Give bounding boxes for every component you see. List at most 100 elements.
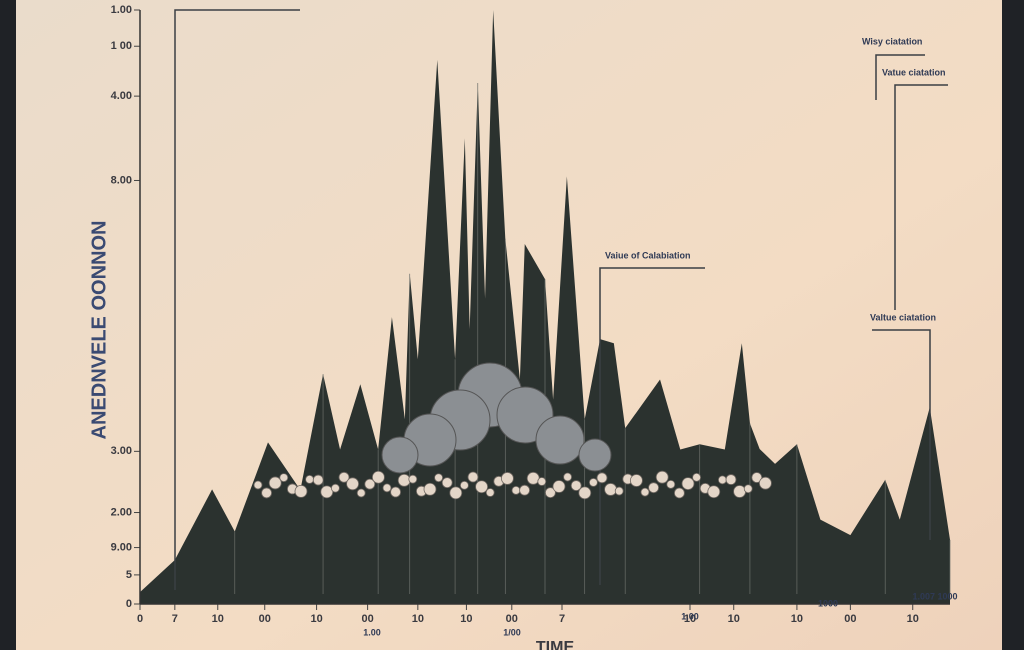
annotation: Vaiue of Calabiation — [605, 250, 691, 260]
bead — [648, 482, 659, 494]
bead — [570, 480, 582, 491]
bead — [733, 485, 746, 498]
bead — [614, 486, 624, 496]
bead — [552, 480, 566, 493]
annotation: 1/00 — [503, 627, 521, 637]
bead — [382, 483, 392, 493]
bead — [441, 477, 453, 489]
bead — [485, 488, 495, 497]
annotation: Valtue ciatation — [870, 312, 936, 322]
x-axis-label: TIME — [536, 639, 575, 650]
annotation: 1000 — [818, 598, 838, 608]
bead — [655, 470, 669, 484]
bead — [725, 474, 737, 485]
y-tick-label: 2.00 — [111, 506, 132, 518]
bead — [356, 488, 366, 498]
bead — [563, 472, 572, 482]
x-tick-label: 10 — [728, 613, 740, 625]
x-tick-label: 7 — [172, 613, 178, 625]
y-tick-label: 3.00 — [111, 445, 132, 457]
bead — [338, 471, 350, 483]
bead — [500, 472, 514, 485]
bead — [751, 472, 763, 483]
x-tick-label: 10 — [907, 613, 919, 625]
y-tick-label: 8.00 — [111, 174, 132, 186]
callout — [875, 54, 925, 100]
bead — [511, 485, 521, 495]
x-tick-label: 00 — [361, 613, 373, 625]
bead — [467, 471, 479, 483]
bead — [475, 480, 489, 494]
x-tick-label: 10 — [460, 613, 472, 625]
bead — [578, 486, 592, 500]
y-tick-label: 1 00 — [111, 40, 132, 52]
bead — [743, 484, 753, 494]
bead — [630, 474, 643, 487]
bead — [681, 477, 695, 490]
x-tick-label: 00 — [259, 613, 271, 625]
bead — [545, 487, 556, 498]
annotation: Vatue ciatation — [882, 67, 946, 77]
bead — [459, 480, 469, 490]
y-tick-label: 5 — [126, 569, 132, 581]
bead — [364, 478, 376, 490]
bead — [305, 475, 315, 484]
x-tick-label: 7 — [559, 613, 565, 625]
bead-blob — [381, 436, 419, 474]
y-tick-label: 0 — [126, 598, 132, 610]
annotation: Wisy ciatation — [862, 36, 922, 46]
bead — [519, 484, 530, 496]
bead — [261, 487, 273, 499]
annotation: 1.00 — [681, 611, 699, 621]
bead — [707, 485, 721, 499]
bead — [268, 476, 282, 490]
x-tick-label: 10 — [212, 613, 224, 625]
x-tick-label: 10 — [310, 613, 322, 625]
bead — [346, 477, 360, 491]
bead — [604, 483, 617, 496]
bead — [397, 473, 411, 487]
x-tick-label: 00 — [506, 613, 518, 625]
x-tick-label: 0 — [137, 613, 143, 625]
callout — [894, 84, 948, 310]
callout — [872, 329, 931, 540]
bead — [692, 472, 701, 482]
x-tick-label: 10 — [412, 613, 424, 625]
bead — [434, 473, 444, 483]
bead — [371, 470, 385, 484]
x-tick-label: 00 — [844, 613, 856, 625]
bead — [718, 475, 727, 485]
bead — [294, 484, 308, 498]
bead — [666, 479, 676, 489]
bead — [253, 480, 263, 490]
bead — [526, 471, 540, 485]
y-tick-label: 4.00 — [111, 90, 132, 102]
callout — [174, 9, 300, 590]
x-tick-label: 10 — [684, 613, 696, 625]
annotation: 1.00 — [363, 627, 381, 637]
x-tick-label: 10 — [791, 613, 803, 625]
bead — [408, 474, 418, 484]
y-tick-label: 1.00 — [111, 4, 132, 16]
y-axis-label: ANEDNVELE OONNON — [88, 221, 110, 440]
annotation: 1.007 1000 — [912, 591, 957, 601]
bead — [279, 473, 289, 482]
bead — [312, 474, 324, 486]
bead — [589, 478, 598, 487]
bead-blob — [535, 415, 585, 465]
bead — [330, 483, 340, 493]
plot-area — [139, 10, 951, 604]
bead — [320, 485, 334, 499]
y-tick-label: 9.00 — [111, 541, 132, 553]
bead — [449, 486, 463, 500]
bead — [596, 472, 608, 484]
bead — [640, 487, 650, 497]
bead — [674, 487, 685, 499]
bead — [537, 477, 547, 486]
bead — [423, 482, 437, 496]
bead — [759, 476, 772, 490]
bead-blob — [578, 438, 612, 472]
bead — [390, 486, 402, 498]
